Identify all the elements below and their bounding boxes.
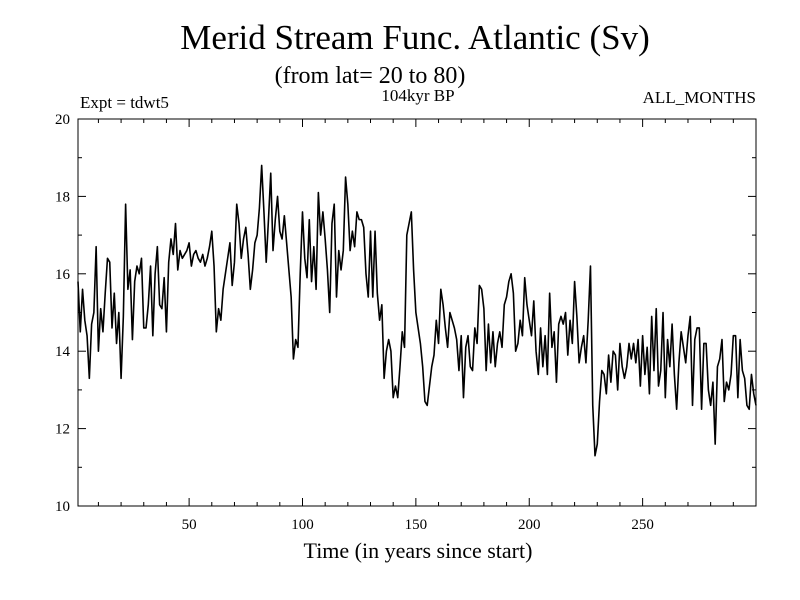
x-tick-label: 150 <box>405 517 428 533</box>
x-axis-label: Time (in years since start) <box>304 538 533 563</box>
x-tick-label: 100 <box>291 517 314 533</box>
x-tick-label: 200 <box>518 517 541 533</box>
y-tick-label: 16 <box>55 267 71 283</box>
plot-frame <box>77 118 757 507</box>
period-label: 104kyr BP <box>381 86 454 105</box>
months-label: ALL_MONTHS <box>643 88 756 107</box>
axis-tick-labels: 50 100 150 200 250 10 12 14 16 18 20 <box>55 112 654 533</box>
axis-ticks <box>78 118 757 507</box>
experiment-label: Expt = tdwt5 <box>80 93 169 112</box>
chart-title: Merid Stream Func. Atlantic (Sv) <box>180 18 650 57</box>
chart-subtitle: (from lat= 20 to 80) <box>275 63 466 89</box>
x-tick-label: 50 <box>182 517 197 533</box>
series-line <box>77 164 757 457</box>
axes <box>77 118 757 507</box>
y-tick-label: 14 <box>55 344 71 360</box>
y-tick-label: 10 <box>55 499 70 515</box>
x-tick-label: 250 <box>631 517 654 533</box>
y-tick-label: 20 <box>55 112 70 128</box>
y-tick-label: 12 <box>55 422 70 438</box>
series-group <box>77 164 757 457</box>
y-tick-label: 18 <box>55 189 70 205</box>
